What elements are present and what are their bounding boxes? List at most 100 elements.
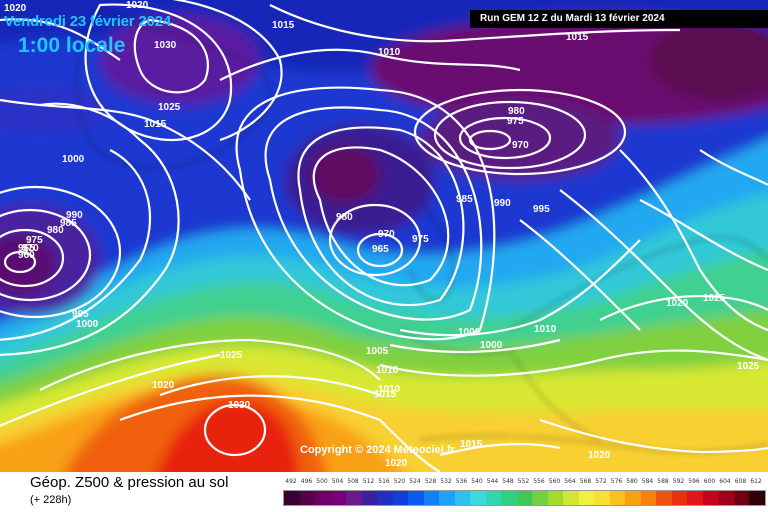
isobar-label: 1020: [666, 298, 689, 309]
scale-label: 576: [610, 478, 623, 485]
isobar-label: 1015: [566, 32, 589, 43]
scale-swatch: [423, 491, 439, 505]
isobar-label: 970: [22, 243, 39, 254]
scale-label: 540: [471, 478, 483, 485]
scale-swatch: [346, 491, 362, 505]
scale-swatch: [594, 491, 610, 505]
scale-label: 552: [517, 478, 530, 485]
isobar-label: 980: [47, 225, 64, 236]
isobar-label: 1000: [458, 327, 481, 338]
isobar-label: 1000: [480, 340, 503, 351]
isobar-label: 1025: [220, 350, 243, 361]
isobar-label: 1010: [378, 47, 401, 58]
scale-label: 500: [316, 478, 328, 485]
copyright-text: Copyright © 2024 Meteociel.fr: [300, 444, 455, 456]
scale-swatch: [392, 491, 408, 505]
scale-swatch: [625, 491, 641, 505]
scale-swatch: [640, 491, 656, 505]
isobar-label: 990: [494, 198, 511, 209]
scale-swatch: [299, 491, 315, 505]
scale-swatch: [718, 491, 734, 505]
scale-label: 588: [657, 478, 669, 485]
isobar-label: 1015: [374, 389, 397, 400]
isobar-label: 980: [508, 106, 525, 117]
scale-swatch: [315, 491, 331, 505]
scale-label: 532: [440, 478, 452, 485]
scale-swatch: [532, 491, 548, 505]
scale-swatch: [609, 491, 625, 505]
isobar-label: 1020: [152, 380, 175, 391]
coastlines: [75, 9, 768, 453]
scale-label: 568: [579, 478, 592, 485]
scale-label: 548: [502, 478, 514, 485]
isobar-label: 1020: [4, 3, 27, 14]
scale-label: 580: [626, 478, 638, 485]
isobar-label: 1005: [366, 346, 389, 357]
scale-label: 560: [548, 478, 561, 485]
scale-swatch: [361, 491, 377, 505]
isobar-label: 985: [456, 194, 473, 205]
forecast-offset: (+ 228h): [30, 494, 72, 506]
scale-label: 596: [688, 478, 700, 485]
isobar-label: 995: [533, 204, 550, 215]
scale-label: 544: [486, 478, 499, 485]
isobar-label: 1025: [703, 293, 726, 304]
scale-swatch: [671, 491, 687, 505]
scale-label: 496: [300, 478, 313, 485]
scale-label: 608: [734, 478, 747, 485]
scale-swatch: [516, 491, 532, 505]
scale-swatch: [702, 491, 718, 505]
isobar-label: 970: [378, 229, 395, 240]
chart-title: Géop. Z500 & pression au sol: [30, 474, 229, 491]
scale-label: 572: [595, 478, 607, 485]
model-run-label: Run GEM 12 Z du Mardi 13 février 2024: [470, 10, 768, 28]
isobar-label: 1015: [460, 439, 483, 450]
isobar-label: 1030: [154, 40, 177, 51]
isobar-label: 965: [372, 244, 389, 255]
scale-label: 564: [564, 478, 576, 485]
scale-label: 536: [455, 478, 468, 485]
isobar-label: 975: [412, 234, 429, 245]
isobar-label: 1030: [228, 400, 251, 411]
isobar-label: 1000: [76, 319, 99, 330]
scale-label: 584: [641, 478, 654, 485]
isobar-label: 990: [66, 210, 83, 221]
isobar-label: 975: [26, 235, 43, 246]
scale-label: 556: [533, 478, 545, 485]
scale-label: 524: [409, 478, 421, 485]
isobar-label: 1010: [378, 384, 401, 395]
isobar-label: 1015: [272, 20, 295, 31]
scale-swatch: [408, 491, 424, 505]
scale-swatch: [687, 491, 703, 505]
scale-swatch: [284, 491, 300, 505]
scale-label: 492: [285, 478, 297, 485]
scale-swatch: [563, 491, 579, 505]
scale-swatch: [578, 491, 594, 505]
forecast-date: Vendredi 23 février 2024: [4, 13, 171, 30]
scale-label: 508: [347, 478, 359, 485]
color-scale: [283, 490, 766, 506]
isobar-label: 1020: [385, 458, 408, 469]
z500-field: [0, 0, 768, 472]
isobar-label: 1020: [126, 0, 149, 11]
scale-swatch: [749, 491, 765, 505]
isobar-label: 1000: [62, 154, 85, 165]
isobar-label: 975: [507, 116, 524, 127]
isobars: [0, 0, 768, 472]
isobar-label: 995: [72, 309, 89, 320]
isobar-label: 1025: [737, 361, 760, 372]
isobar-label: 1010: [534, 324, 557, 335]
scale-swatch: [485, 491, 501, 505]
scale-swatch: [547, 491, 563, 505]
scale-swatch: [454, 491, 470, 505]
scale-swatch: [439, 491, 455, 505]
pressure-map: 1020 1015 1030 1025 1015 1010 1000 1020 …: [0, 0, 768, 472]
isobar-label: 1020: [588, 450, 611, 461]
scale-swatch: [501, 491, 517, 505]
scale-swatch: [656, 491, 672, 505]
scale-swatch: [470, 491, 486, 505]
scale-label: 600: [703, 478, 716, 485]
scale-label: 604: [719, 478, 731, 485]
isobar-label: 960: [18, 250, 35, 261]
isobar-labels: 1020 1015 1030 1025 1015 1010 1000 1020 …: [4, 0, 760, 469]
